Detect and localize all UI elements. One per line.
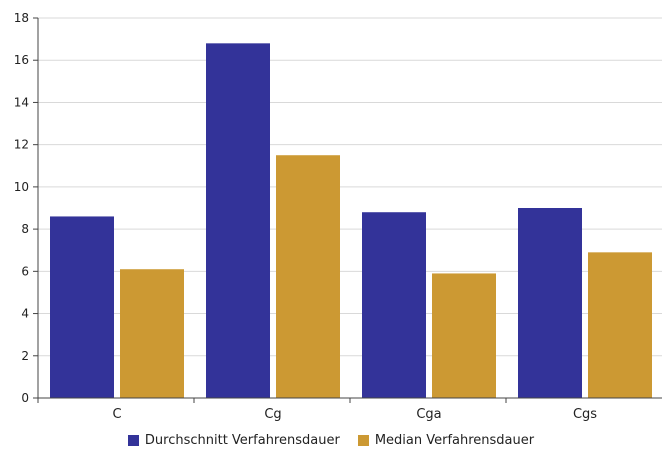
- y-tick-label: 14: [14, 95, 29, 109]
- y-tick-label: 4: [21, 307, 29, 321]
- x-axis-labels: C Cg Cga Cgs: [37, 398, 597, 422]
- y-tick-label: 12: [14, 138, 29, 152]
- y-tick-label: 6: [21, 264, 29, 278]
- bar-Cgs-median: [588, 252, 652, 398]
- x-tick-label: Cgs: [573, 407, 597, 422]
- bar-Cg-median: [276, 155, 340, 398]
- y-tick-label: 16: [14, 53, 29, 67]
- x-tick-label: C: [112, 407, 121, 422]
- bar-C-average: [50, 216, 114, 398]
- legend: Durchschnitt Verfahrensdauer Median Verf…: [0, 433, 662, 448]
- legend-item-median: Median Verfahrensdauer: [357, 433, 535, 448]
- legend-swatch-median: [357, 435, 369, 446]
- y-tick-label: 10: [14, 180, 29, 194]
- bar-Cg-average: [206, 43, 270, 398]
- legend-swatch-average: [127, 435, 139, 446]
- legend-item-average: Durchschnitt Verfahrensdauer: [127, 433, 340, 448]
- y-tick-label: 2: [21, 349, 29, 363]
- y-tick-label: 0: [21, 391, 29, 405]
- bars: [50, 43, 652, 398]
- bar-Cgs-average: [518, 208, 582, 398]
- legend-label-average: Durchschnitt Verfahrensdauer: [144, 433, 340, 448]
- bar-Cga-median: [432, 273, 496, 398]
- bar-Cga-average: [362, 212, 426, 398]
- x-tick-label: Cg: [264, 407, 281, 422]
- bar-C-median: [120, 269, 184, 398]
- y-tick-label: 18: [14, 11, 29, 25]
- y-axis-ticks: 0 2 4 6 8 10 12 14 16 18: [14, 11, 38, 405]
- legend-label-median: Median Verfahrensdauer: [374, 433, 535, 448]
- y-tick-label: 8: [21, 222, 29, 236]
- x-tick-label: Cga: [416, 407, 441, 422]
